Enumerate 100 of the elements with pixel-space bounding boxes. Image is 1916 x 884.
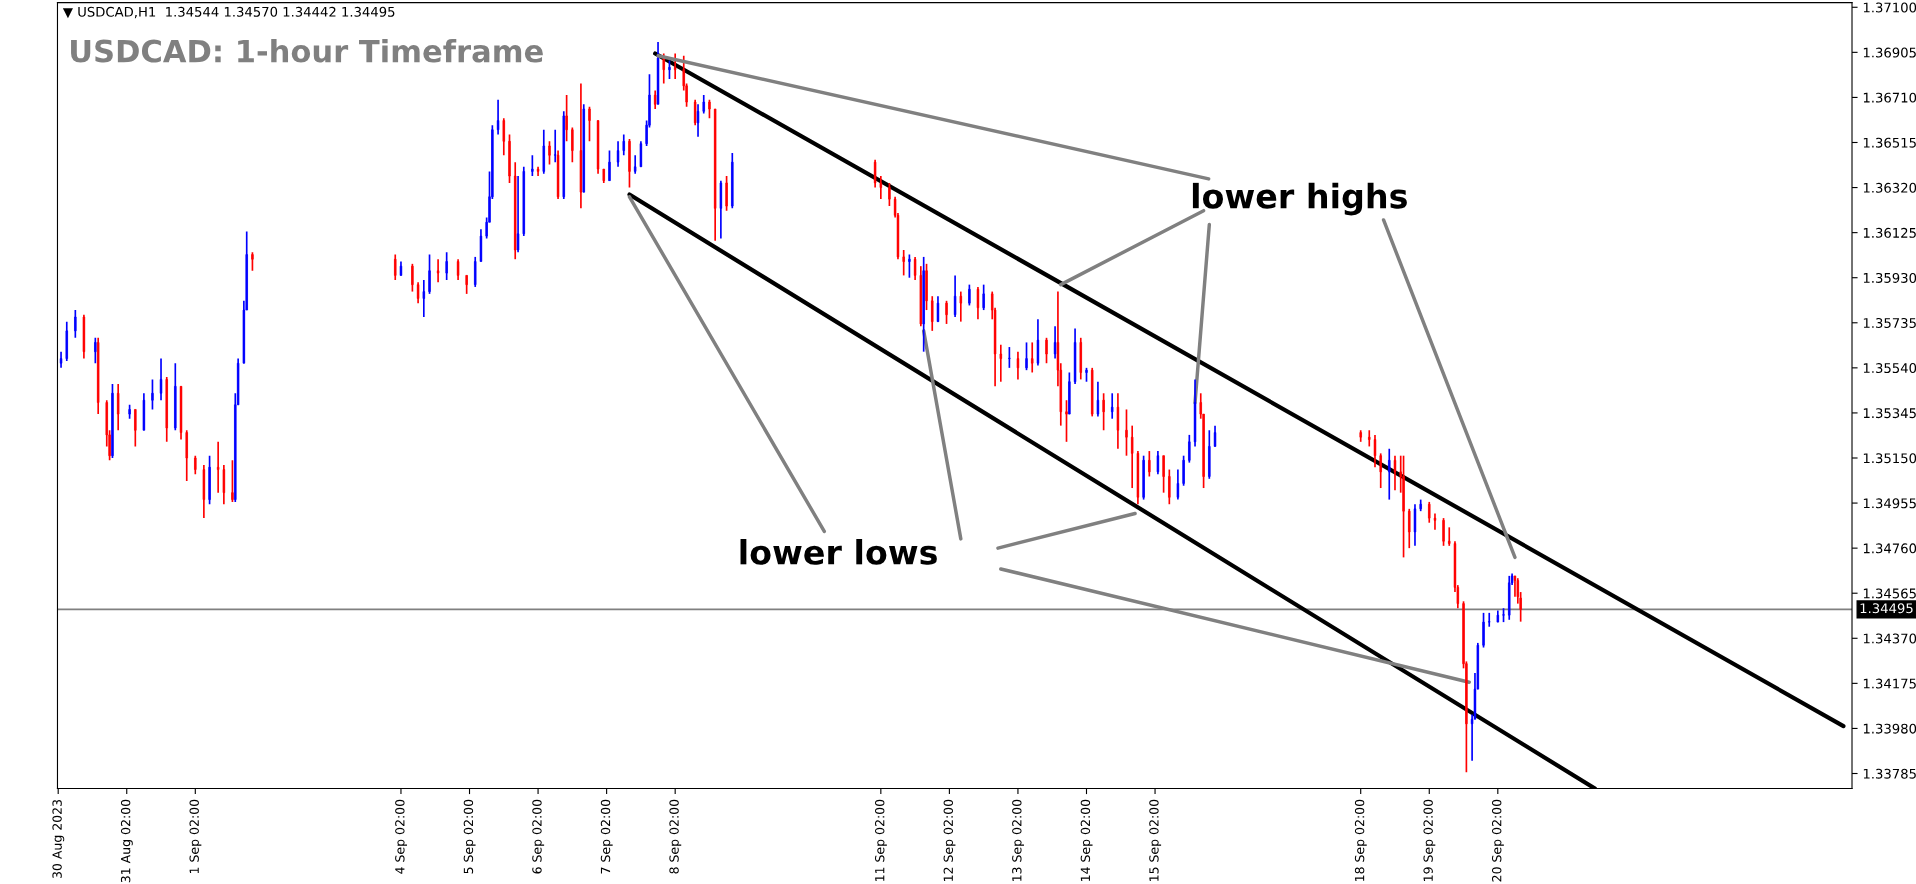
candlestick (411, 263, 414, 293)
x-tick-label: 14 Sep 02:00 (1080, 799, 1093, 882)
candlestick (428, 253, 431, 295)
candlestick (174, 362, 177, 432)
candlestick (976, 286, 980, 321)
candlestick (134, 408, 137, 448)
candlestick (931, 295, 934, 332)
y-tick-label: 1.36125 (1863, 227, 1916, 238)
x-tick-label: 30 Aug 2023 (52, 799, 65, 879)
y-tick-label: 1.34175 (1863, 678, 1916, 689)
annotation: lower lows (740, 538, 937, 565)
y-tick-label: 1.36905 (1863, 47, 1916, 58)
y-tick-label: 1.35735 (1863, 318, 1916, 328)
candlestick (208, 454, 211, 506)
candlestick (1045, 336, 1048, 365)
candlestick (1442, 517, 1445, 547)
candlestick (1213, 424, 1217, 448)
candlestick (639, 140, 643, 168)
candlestick (514, 161, 517, 261)
candlestick (616, 140, 620, 168)
candlestick (1068, 371, 1071, 415)
candlestick (731, 152, 734, 210)
candlestick (1359, 429, 1362, 443)
candlestick (936, 295, 940, 323)
candlestick (1085, 367, 1088, 383)
candlestick (653, 89, 657, 110)
x-tick-label: 18 Sep 02:00 (1354, 799, 1367, 882)
candlestick (542, 128, 545, 175)
annotation: ▼ USDCAD,H1 1.34544 1.34570 1.34442 1.34495 (62, 6, 395, 19)
candlestick (902, 249, 905, 277)
candlestick (151, 378, 154, 411)
candlestick (999, 343, 1003, 383)
candlestick (185, 429, 188, 482)
candlestick (128, 404, 131, 420)
x-tick-label: 1 Sep 02:00 (189, 799, 202, 874)
candlestick (456, 258, 460, 281)
y-tick-label: 1.35345 (1863, 408, 1916, 419)
candlestick (662, 52, 665, 85)
x-tick-label: 31 Aug 02:00 (120, 799, 133, 883)
candlestick (1110, 392, 1114, 420)
candlestick (474, 256, 477, 288)
y-tick-label: 1.35930 (1863, 272, 1916, 283)
candlestick (159, 357, 163, 402)
candlestick (1065, 399, 1068, 443)
candlestick (725, 175, 728, 212)
candlestick (1176, 468, 1180, 501)
candlestick (554, 128, 557, 163)
candlestick (116, 383, 120, 432)
candlestick (1091, 367, 1094, 418)
candlestick (1373, 434, 1377, 469)
candlestick (1482, 612, 1485, 649)
candlestick (702, 94, 705, 115)
candlestick (1408, 508, 1411, 549)
y-tick-label: 1.36710 (1863, 92, 1916, 103)
y-tick-label: 1.35540 (1863, 363, 1916, 374)
x-tick-label: 12 Sep 02:00 (943, 799, 956, 882)
candlestick (1502, 607, 1505, 623)
candlestick (1508, 575, 1511, 621)
candlestick (1142, 454, 1145, 501)
x-tick-label: 6 Sep 02:00 (532, 799, 545, 874)
candlestick (165, 376, 168, 443)
candlestick (696, 103, 700, 138)
y-tick-label: 1.34565 (1863, 588, 1916, 599)
candlestick (1156, 450, 1160, 476)
candlestick (194, 454, 197, 476)
candlestick (888, 182, 891, 207)
candlestick (216, 440, 220, 494)
candlestick (1116, 392, 1120, 450)
candlestick (622, 133, 625, 157)
candlestick (571, 126, 574, 163)
candlestick (982, 283, 985, 311)
candlestick (231, 459, 234, 503)
candlestick (1031, 341, 1034, 374)
candlestick (1036, 318, 1040, 367)
candlestick (1388, 447, 1391, 501)
candlestick (562, 110, 565, 200)
y-tick-label: 1.33785 (1863, 768, 1916, 779)
candlestick (436, 258, 440, 284)
candlestick (531, 154, 534, 177)
candlestick (222, 464, 226, 506)
candlestick (1025, 341, 1028, 371)
candlestick (708, 98, 711, 120)
candlestick (633, 154, 637, 175)
candlestick (588, 105, 591, 143)
candlestick (565, 94, 568, 143)
candlestick (502, 117, 505, 157)
candlestick (1496, 609, 1500, 623)
candlestick (1148, 450, 1151, 478)
candlestick (925, 263, 928, 311)
candlestick (1413, 503, 1417, 547)
candlestick (673, 52, 677, 80)
y-tick-label: 1.35150 (1863, 453, 1916, 464)
x-tick-label: 5 Sep 02:00 (463, 799, 476, 874)
x-tick-label: 7 Sep 02:00 (600, 799, 613, 874)
candlestick (1162, 454, 1165, 494)
candlestick (1182, 454, 1185, 487)
candlestick (908, 253, 911, 279)
candlestick (445, 251, 448, 281)
candlestick (1402, 454, 1405, 559)
candlestick (693, 98, 697, 126)
